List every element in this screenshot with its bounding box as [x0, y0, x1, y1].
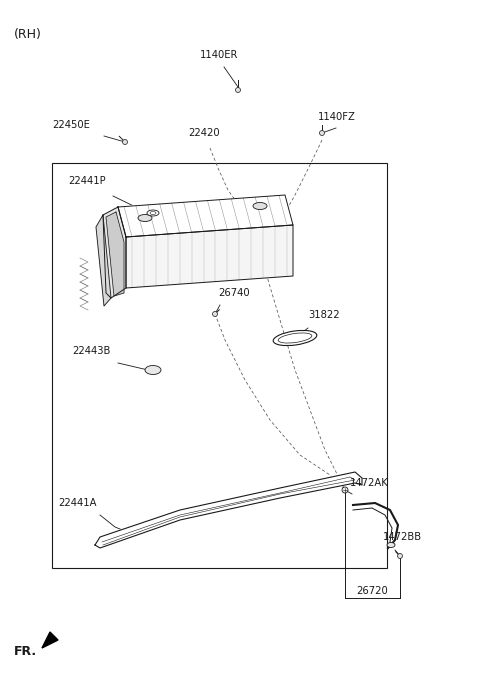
Circle shape	[320, 130, 324, 135]
Text: 1140ER: 1140ER	[200, 50, 239, 60]
Text: 22443B: 22443B	[72, 346, 110, 356]
Ellipse shape	[278, 333, 312, 343]
Ellipse shape	[387, 542, 395, 548]
Polygon shape	[103, 207, 126, 298]
Polygon shape	[95, 472, 362, 548]
Text: (RH): (RH)	[14, 28, 42, 41]
Polygon shape	[126, 225, 293, 288]
Circle shape	[397, 553, 403, 558]
Circle shape	[122, 139, 128, 144]
Text: 1140FZ: 1140FZ	[318, 112, 356, 122]
Polygon shape	[118, 195, 293, 237]
Text: 22441P: 22441P	[68, 176, 106, 186]
Text: 22420: 22420	[188, 128, 220, 138]
Bar	[52, 163, 387, 568]
Text: 26740: 26740	[218, 288, 250, 298]
Text: 1472BB: 1472BB	[383, 532, 422, 542]
Text: 22450E: 22450E	[52, 120, 90, 130]
Text: FR.: FR.	[14, 645, 37, 658]
Circle shape	[236, 88, 240, 93]
Ellipse shape	[253, 203, 267, 210]
Ellipse shape	[145, 365, 161, 374]
Text: 1472AK: 1472AK	[350, 478, 389, 488]
Polygon shape	[106, 212, 124, 296]
Circle shape	[213, 312, 217, 316]
Text: 31822: 31822	[308, 310, 340, 320]
Text: 26720: 26720	[356, 586, 388, 596]
Text: 22441A: 22441A	[58, 498, 96, 508]
Ellipse shape	[273, 330, 317, 346]
Ellipse shape	[138, 215, 152, 222]
Ellipse shape	[147, 210, 159, 216]
Polygon shape	[42, 632, 58, 648]
Ellipse shape	[150, 211, 156, 215]
Polygon shape	[96, 215, 111, 306]
Circle shape	[342, 487, 348, 493]
